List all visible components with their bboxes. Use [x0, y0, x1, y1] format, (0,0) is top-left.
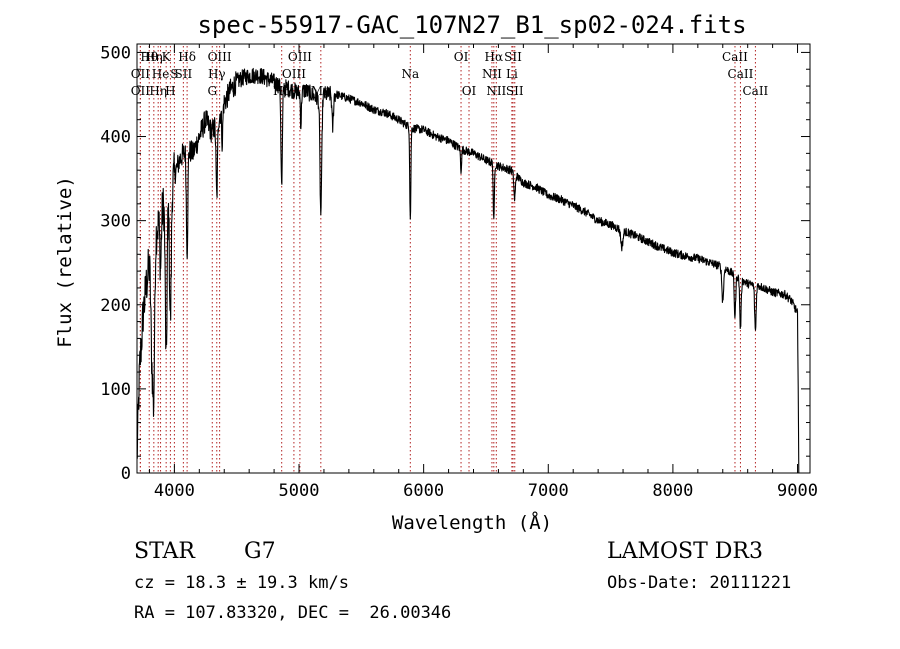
- chart-title: spec-55917-GAC_107N27_B1_sp02-024.fits: [197, 11, 746, 39]
- spectral-line-label: SII: [504, 50, 522, 64]
- spectral-line-label: Hη: [145, 50, 163, 64]
- spectral-line-label: Hα: [485, 50, 504, 64]
- spectral-line-label: H: [165, 84, 175, 98]
- x-tick-label: 4000: [154, 481, 195, 501]
- spectral-line-label: S: [170, 67, 178, 81]
- spectral-line-label: Hθ: [140, 50, 158, 64]
- spectral-line-label: K: [162, 50, 172, 64]
- y-tick-label: 300: [100, 212, 131, 232]
- survey-name: LAMOST DR3: [607, 539, 763, 564]
- spectral-line-label: OIII: [282, 67, 306, 81]
- spectral-line-label: OI: [454, 50, 469, 64]
- spectral-line-label: Li: [506, 67, 518, 81]
- spectral-line-label: OII: [131, 84, 151, 98]
- spectral-line-label: OII: [131, 67, 151, 81]
- x-tick-label: 8000: [652, 481, 693, 501]
- y-tick-label: 200: [100, 296, 131, 316]
- y-axis-label: Flux (relative): [54, 176, 76, 348]
- spectral-line-label: SII: [175, 67, 193, 81]
- spectral-line-label: He: [152, 67, 170, 81]
- obs-date: Obs-Date: 20111221: [607, 573, 792, 593]
- spectral-line-label: OIII: [208, 50, 232, 64]
- redshift-cz: cz = 18.3 ± 19.3 km/s: [134, 573, 349, 593]
- spectral-line-label: CaII: [742, 84, 768, 98]
- spectral-line-label: CaII: [722, 50, 748, 64]
- spectral-line-label: OI: [462, 84, 477, 98]
- x-tick-label: 5000: [279, 481, 320, 501]
- spectral-line-label: NII: [482, 67, 502, 81]
- object-class: STAR: [134, 539, 195, 564]
- x-axis: 4000 5000 6000 7000 8000 9000: [148, 44, 818, 501]
- spectral-line-label: OIII: [288, 50, 312, 64]
- x-tick-label: 9000: [777, 481, 818, 501]
- spectral-line-label: SII: [506, 84, 524, 98]
- spectral-line-label: Hη: [149, 84, 167, 98]
- ra-dec: RA = 107.83320, DEC = 26.00346: [134, 603, 452, 623]
- y-tick-label: 0: [121, 464, 131, 484]
- y-tick-label: 500: [100, 43, 131, 63]
- x-axis-label: Wavelength (Å): [392, 511, 552, 534]
- line-markers: [139, 46, 756, 473]
- y-tick-label: 400: [100, 128, 131, 148]
- x-tick-label: 7000: [528, 481, 569, 501]
- x-tick-label: 6000: [403, 481, 444, 501]
- spectral-line-label: Hδ: [178, 50, 196, 64]
- spectral-line-label: CaII: [728, 67, 754, 81]
- spectral-line-label: G: [207, 84, 217, 98]
- y-tick-label: 100: [100, 380, 131, 400]
- spectral-line-label: Hγ: [208, 67, 226, 81]
- plot-frame: [136, 43, 811, 474]
- spectral-line-label: NII: [486, 84, 506, 98]
- y-axis: 0 100 200 300 400 500: [100, 43, 810, 484]
- spectrum-line: [136, 67, 800, 473]
- spectral-line-label: Na: [401, 67, 419, 81]
- object-subclass: G7: [244, 539, 276, 564]
